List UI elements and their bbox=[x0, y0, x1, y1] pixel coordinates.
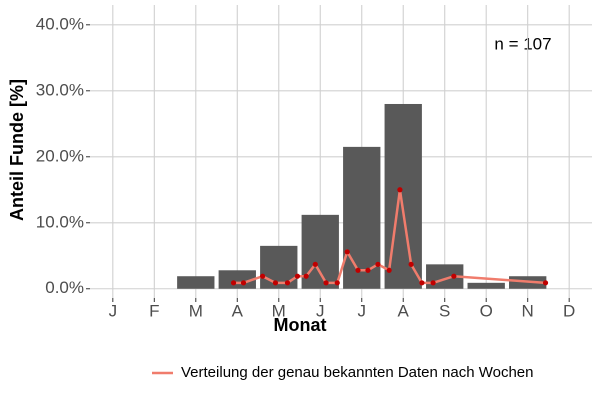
point bbox=[355, 267, 361, 273]
point bbox=[240, 280, 247, 286]
x-tick-label: F bbox=[149, 301, 159, 320]
bar bbox=[218, 270, 256, 289]
bar bbox=[343, 146, 381, 289]
point bbox=[259, 273, 266, 279]
y-tick-label: 10.0% bbox=[36, 212, 84, 231]
y-tick-label: 20.0% bbox=[36, 146, 84, 165]
point bbox=[386, 267, 392, 273]
y-tick-label: 40.0% bbox=[36, 14, 84, 33]
point bbox=[375, 261, 381, 267]
y-axis-title: Anteil Funde [%] bbox=[7, 79, 27, 221]
x-tick-label: A bbox=[232, 301, 244, 320]
point bbox=[284, 280, 291, 286]
bar bbox=[467, 282, 505, 289]
point bbox=[419, 280, 425, 286]
point bbox=[542, 280, 549, 286]
point bbox=[408, 261, 414, 267]
x-tick-label: J bbox=[109, 301, 118, 320]
x-tick-label: N bbox=[522, 301, 534, 320]
point bbox=[365, 267, 371, 273]
point bbox=[303, 273, 309, 279]
x-tick-label: M bbox=[189, 301, 203, 320]
legend-label: Verteilung der genau bekannten Daten nac… bbox=[181, 364, 534, 381]
point bbox=[294, 273, 301, 279]
x-tick-label: M bbox=[272, 301, 286, 320]
x-tick-label: O bbox=[480, 301, 493, 320]
x-tick-label: D bbox=[563, 301, 575, 320]
x-tick-label: J bbox=[357, 301, 366, 320]
point bbox=[230, 280, 237, 286]
point bbox=[344, 249, 350, 255]
point bbox=[334, 280, 340, 286]
y-tick-label: 0.0% bbox=[45, 278, 84, 297]
x-tick-label: S bbox=[439, 301, 450, 320]
point bbox=[323, 280, 329, 286]
bar bbox=[177, 276, 215, 289]
x-tick-label: J bbox=[316, 301, 325, 320]
point bbox=[430, 280, 436, 286]
y-tick-label: 30.0% bbox=[36, 80, 84, 99]
point bbox=[397, 187, 403, 193]
annotation: n = 107 bbox=[494, 34, 551, 53]
point bbox=[451, 273, 457, 279]
point bbox=[272, 280, 279, 286]
x-tick-label: A bbox=[398, 301, 410, 320]
x-axis-title: Monat bbox=[274, 315, 327, 335]
point bbox=[312, 261, 318, 267]
